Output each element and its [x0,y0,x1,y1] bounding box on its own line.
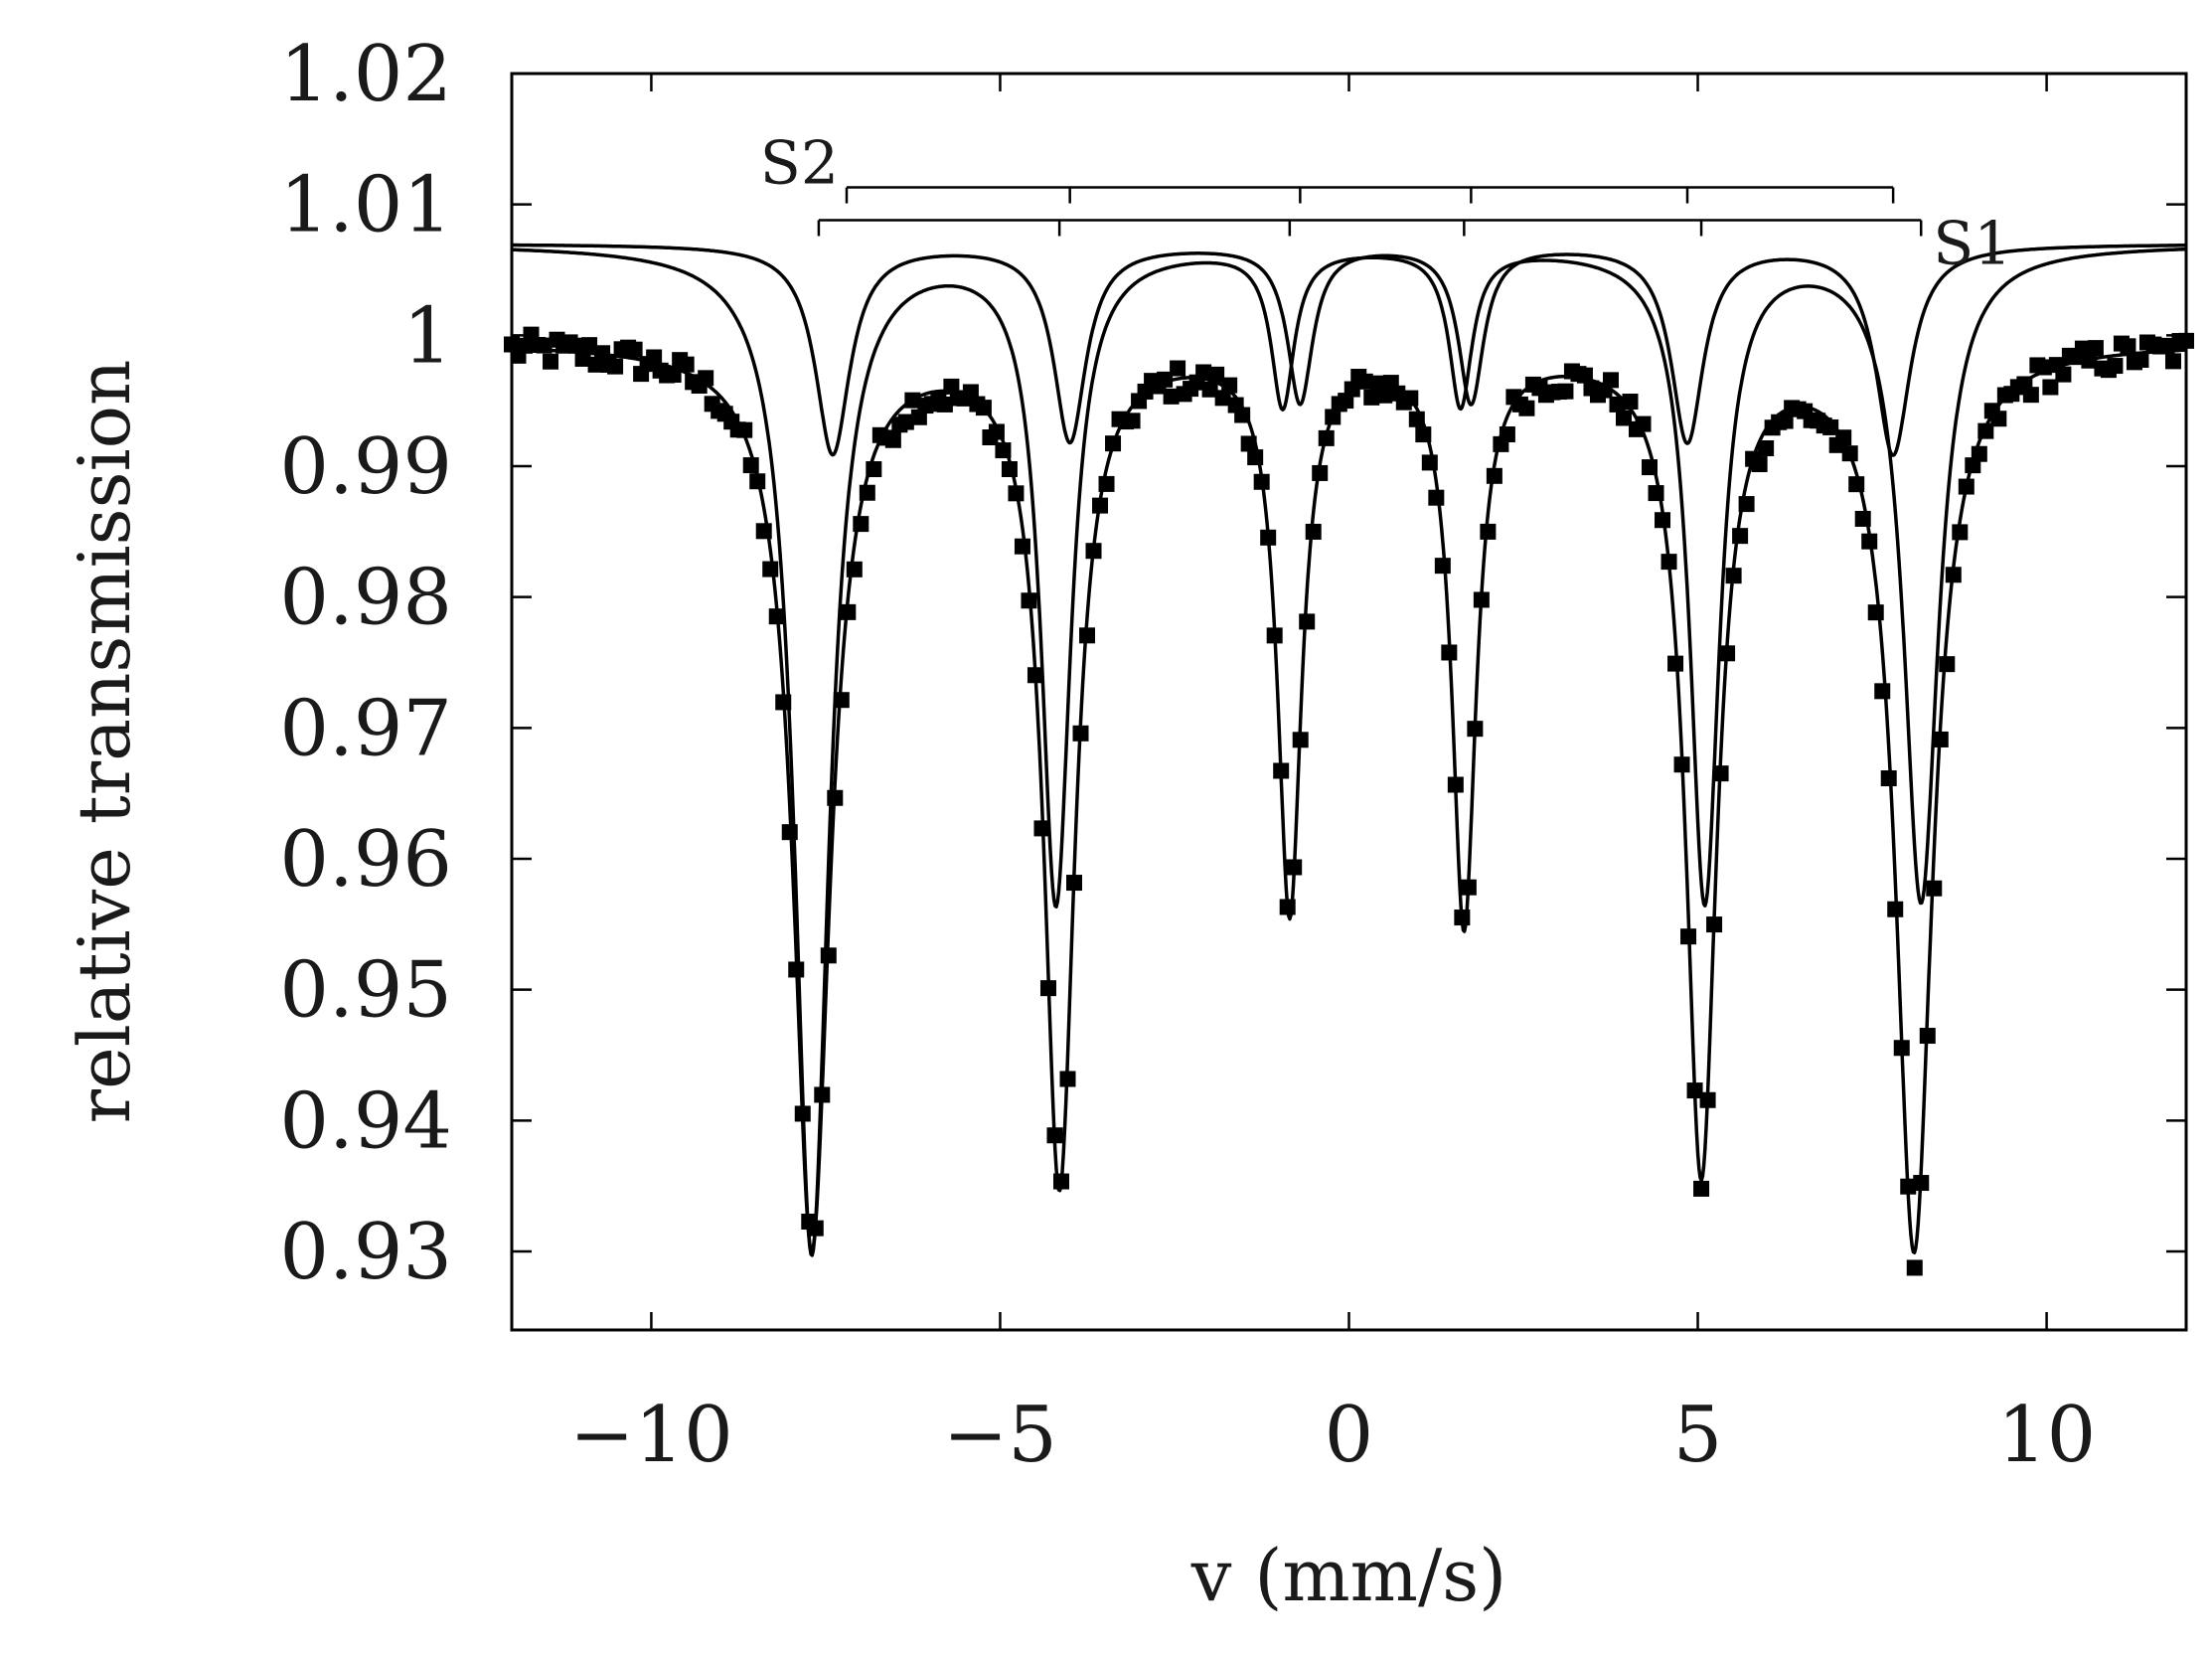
fit-line-s2 [511,243,2187,457]
marker-label-s2: S2 [760,129,839,199]
data-point [568,337,585,354]
x-tick-label: −10 [569,1391,733,1480]
y-tick-label: 0.97 [279,684,452,773]
plot-area: S2 S1 [504,129,2194,1276]
data-point [936,396,953,413]
y-tick-label: 1.02 [279,30,452,119]
data-point [2087,340,2104,357]
data-point [543,353,559,370]
data-point [1777,413,1794,429]
data-point [1124,413,1141,429]
data-point [1214,390,1231,407]
y-tick-label: 0.98 [279,554,452,643]
data-point [1990,411,2007,427]
marker-s2: S2 [760,129,1895,204]
data-point [1822,418,1839,435]
data-point [2164,353,2181,370]
x-tick-label: −5 [943,1391,1057,1480]
data-point [1906,1259,1923,1276]
y-tick-label: 1.01 [279,161,452,250]
data-point [678,356,695,373]
axes: −10 −5 0 5 10 0.93 0.94 0.95 0.96 0.97 0.98 0.99 1 1.… [279,30,2188,1480]
data-point [607,358,624,375]
data-point [2120,338,2136,355]
data-point [1732,528,1749,545]
fit-line-s1 [511,247,2187,1257]
data-point [897,414,914,430]
data-point [1874,683,1891,700]
y-axis-label: relative transmission [63,360,146,1124]
data-point [574,350,591,367]
fit-line-total [511,346,2187,1254]
x-axis-label: v (mm/s) [1190,1534,1507,1617]
data-point [2074,340,2091,357]
labels: v (mm/s) relative transmission [63,360,1506,1617]
data-point [2133,352,2149,369]
y-tick-label: 0.94 [279,1076,452,1166]
data-point [581,337,598,354]
data-point [1376,387,1393,404]
data-point [1751,456,1768,473]
data-point [1557,383,1574,400]
data-point [1201,381,1218,398]
y-tick-label: 0.99 [279,422,452,512]
data-point [1170,360,1186,377]
data-point [1195,364,1212,381]
data-point [1163,388,1180,405]
data-point [1939,656,1956,673]
y-tick-label: 0.96 [279,815,452,905]
data-point [1758,439,1775,456]
y-tick-label: 0.93 [279,1208,452,1297]
data-point [1615,410,1632,426]
data-point [2055,366,2072,383]
data-points-group [504,326,2194,1276]
data-point [846,561,863,578]
data-point [2042,379,2059,396]
data-point [1867,604,1884,621]
data-point [1363,389,1380,406]
x-tick-label: 5 [1673,1391,1723,1480]
marker-label-s1: S1 [1933,209,2011,278]
data-point [1299,613,1316,630]
data-point [626,341,643,358]
y-tick-label: 0.95 [279,946,452,1036]
data-point [1518,400,1535,416]
data-point [884,431,901,448]
data-point [2022,387,2039,404]
data-point [1693,1180,1710,1197]
data-point [2107,358,2124,375]
data-point [1602,372,1619,389]
data-point [1609,396,1626,413]
data-point [1208,366,1225,383]
y-tick-label: 1 [402,291,452,381]
x-tick-label: 0 [1325,1391,1374,1480]
x-tick-label: 10 [1997,1391,2096,1480]
marker-s1: S1 [817,209,2011,278]
